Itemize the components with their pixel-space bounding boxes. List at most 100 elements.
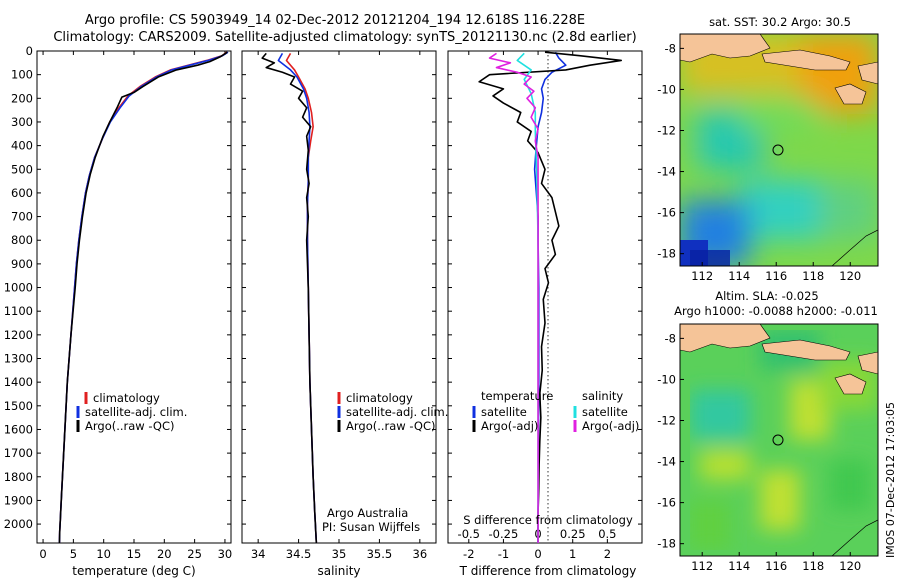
legend-label-argo: Argo(..raw -QC): [346, 419, 436, 433]
sla-map-panel: Altim. SLA: -0.025 Argo h1000: -0.0088 h…: [657, 289, 879, 573]
australia-coastline: [831, 229, 878, 266]
map-x-tick-label: 114: [728, 559, 750, 573]
imos-watermark: IMOS 07-Dec-2012 17:03:05: [884, 402, 897, 558]
argo-location-marker: [772, 434, 784, 446]
map-x-tick-label: 116: [765, 269, 787, 283]
sst-map-frame: [679, 33, 879, 267]
map-y-tick-label: -18: [657, 537, 676, 551]
annotation-argo-australia: Argo Australia: [327, 506, 408, 520]
s-tick-label: 0.5: [598, 527, 616, 541]
land-java: [680, 34, 771, 63]
land-island-east: [857, 351, 878, 375]
map-x-tick-label: 118: [802, 269, 824, 283]
y-tick-label: 300: [11, 115, 33, 129]
x-tick-label: 10: [96, 547, 111, 561]
sla-map-title-1: Altim. SLA: -0.025: [715, 289, 819, 303]
difference-panel: -2 -1 0 1 2-0.5 -0.25 0 0.25 0.5 S difference fr…: [447, 50, 643, 578]
land-lesser-sunda: [761, 49, 851, 71]
legend-label-climatology: climatology: [93, 391, 160, 405]
map-y-tick-label: -16: [657, 206, 676, 220]
y-tick-label: 600: [11, 186, 33, 200]
difference-axis-ticks: -2 -1 0 1 2-0.5 -0.25 0 0.25 0.5: [458, 51, 617, 561]
x-tick-label: 30: [218, 547, 233, 561]
map-x-tick-label: 116: [765, 559, 787, 573]
difference-depth-ticks: [448, 50, 642, 525]
y-tick-label: 1500: [4, 399, 33, 413]
y-tick-label: 0: [26, 44, 33, 58]
series-salinity-argo-adj-: [488, 52, 539, 543]
map-y-tick-label: -16: [657, 496, 676, 510]
y-tick-label: 500: [11, 162, 33, 176]
sst-map-panel: sat. SST: 30.2 Argo: 30.5 112 114 1: [657, 15, 879, 283]
legend-label-t-satellite: satellite: [481, 405, 527, 419]
salinity-legend: climatology satellite-adj. clim. Argo(..…: [337, 391, 448, 433]
y-tick-label: 1900: [4, 493, 33, 507]
map-y-tick-label: -14: [657, 455, 676, 469]
y-tick-label: 1200: [4, 328, 33, 342]
land-lesser-sunda: [761, 339, 851, 361]
salinity-panel: 34 34.5 35 35.5 36 salinity climatology sate…: [241, 50, 448, 578]
australia-coastline: [831, 519, 878, 556]
y-tick-label: 1300: [4, 352, 33, 366]
x-tick-label: -2: [463, 547, 474, 561]
y-tick-label: 1400: [4, 375, 33, 389]
legend-label-satellite: satellite-adj. clim.: [346, 405, 448, 419]
x-tick-label: 2: [604, 547, 611, 561]
map-x-tick-label: 112: [691, 269, 713, 283]
salinity-axis-ticks: 34 34.5 35 35.5 36: [251, 51, 427, 561]
x-tick-label: 20: [157, 547, 172, 561]
map-y-tick-label: -8: [665, 331, 676, 345]
temperature-legend: climatology satellite-adj. clim. Argo(..…: [76, 391, 187, 433]
x-tick-label: 25: [187, 547, 202, 561]
land-island: [834, 83, 867, 105]
legend-label-t-argo: Argo(-adj): [481, 419, 538, 433]
x-tick-label: 5: [70, 547, 77, 561]
x-tick-label: 0: [534, 547, 541, 561]
y-tick-label: 2000: [4, 517, 33, 531]
map-x-tick-label: 120: [839, 559, 861, 573]
s-tick-label: -0.5: [458, 527, 480, 541]
title-line-1: Argo profile: CS 5903949_14 02-Dec-2012 …: [85, 13, 585, 28]
t-difference-label: T difference from climatology: [459, 564, 637, 578]
y-tick-label: 1000: [4, 281, 33, 295]
difference-series: [478, 51, 623, 543]
legend-title-salinity: salinity: [582, 389, 623, 403]
x-tick-label: 1: [569, 547, 576, 561]
legend-label-s-satellite: satellite: [582, 405, 628, 419]
sla-map-title-2: Argo h1000: -0.0088 h2000: -0.011: [674, 304, 878, 318]
map-y-tick-label: -12: [657, 123, 676, 137]
map-x-tick-label: 114: [728, 269, 750, 283]
y-tick-label: 800: [11, 233, 33, 247]
sst-map-title: sat. SST: 30.2 Argo: 30.5: [709, 15, 851, 29]
x-tick-label: 34.5: [286, 547, 312, 561]
salinity-xlabel: salinity: [317, 564, 360, 578]
temperature-axis-ticks: 0 5 10 15 20 25 30: [39, 51, 232, 561]
sla-map-ticks: 112 114 116 118 120 -8 -10 -12 -14 -16 -18: [657, 331, 861, 573]
y-tick-label: 100: [11, 68, 33, 82]
x-tick-label: 35: [332, 547, 347, 561]
x-tick-label: -1: [498, 547, 509, 561]
legend-label-climatology: climatology: [346, 391, 413, 405]
map-y-tick-label: -12: [657, 413, 676, 427]
s-tick-label: -0.25: [489, 527, 519, 541]
title-line-2: Climatology: CARS2009. Satellite-adjuste…: [53, 30, 636, 45]
x-tick-label: 36: [413, 547, 428, 561]
legend-title-temperature: temperature: [481, 389, 553, 403]
annotation-pi: PI: Susan Wijffels: [322, 520, 420, 534]
land-island-east: [857, 61, 878, 85]
salinity-series: [261, 52, 318, 543]
y-tick-label: 1800: [4, 470, 33, 484]
map-x-tick-label: 112: [691, 559, 713, 573]
y-tick-label: 700: [11, 210, 33, 224]
map-x-tick-label: 118: [802, 559, 824, 573]
sst-heatmap: [680, 34, 878, 266]
series-argo-raw-qc-: [261, 52, 318, 543]
s-difference-label: S difference from climatology: [463, 513, 633, 527]
salinity-plot-frame: [241, 50, 437, 544]
x-tick-label: 15: [127, 547, 142, 561]
map-x-tick-label: 120: [839, 269, 861, 283]
map-y-tick-label: -18: [657, 247, 676, 261]
legend-label-s-argo: Argo(-adj): [582, 419, 639, 433]
salinity-depth-ticks: [242, 50, 436, 525]
